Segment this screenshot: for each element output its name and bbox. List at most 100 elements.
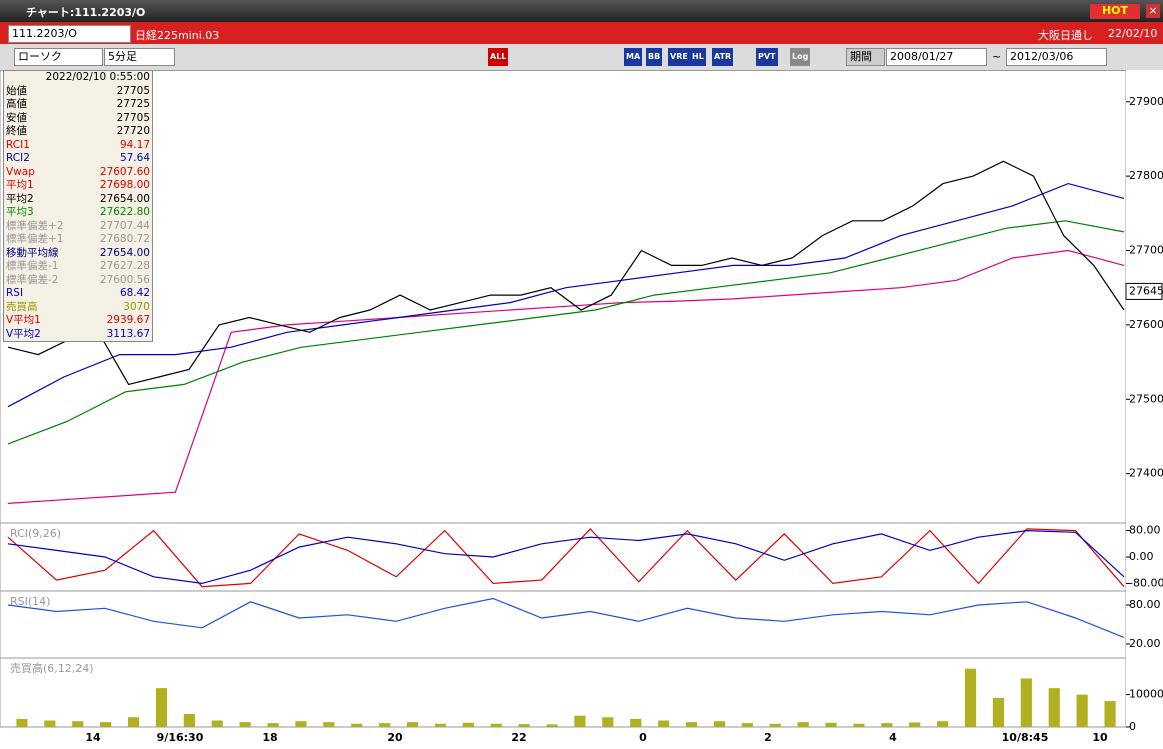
info-value: 2939.67	[106, 314, 150, 326]
tool-button[interactable]: ALL	[488, 48, 509, 66]
symbol-combo[interactable]: 111.2203/O	[8, 25, 131, 43]
hot-button[interactable]: HOT	[1090, 4, 1140, 19]
info-label: 始値	[6, 84, 27, 97]
info-row: 終値 27720	[4, 125, 152, 139]
volume-bar	[797, 722, 809, 727]
x-tick-label: 22	[511, 731, 526, 744]
from-date[interactable]: 2008/01/27	[886, 48, 987, 66]
tool-button[interactable]: ATR	[712, 48, 734, 66]
date: 22/02/10	[1108, 27, 1158, 40]
y-tick-label: 20.00	[1129, 637, 1161, 650]
info-label: 移動平均線	[6, 246, 59, 259]
info-label: V平均1	[6, 314, 41, 326]
info-row: 標準偏差-1 27627.28	[4, 260, 152, 274]
info-label: 標準偏差-1	[6, 260, 59, 272]
volume-bar	[825, 722, 837, 727]
symbol-name: 日経225mini.03	[135, 29, 220, 42]
y-tick-label: 80.00	[1129, 524, 1161, 537]
y-tick-label: 10000	[1129, 688, 1163, 701]
series-line	[7, 528, 1125, 588]
y-tick-label: 27400	[1129, 467, 1163, 480]
info-datetime: 2022/02/10 0:55:00	[45, 71, 150, 83]
info-value: 27622.80	[99, 206, 150, 218]
info-row: V平均1 2939.67	[4, 314, 152, 328]
series-line	[7, 160, 1125, 386]
volume-bar	[713, 721, 726, 727]
y-tick-label: 27500	[1129, 392, 1163, 405]
volume-bar	[964, 668, 977, 727]
info-row: RCI1 94.17	[4, 139, 152, 153]
volume-bar	[295, 721, 307, 727]
x-tick-label: 14	[85, 731, 101, 744]
info-label: 平均2	[6, 192, 34, 205]
y-tick-label: 0	[1129, 720, 1136, 733]
info-label: 標準偏差+2	[6, 219, 64, 232]
info-label: RCI1	[6, 138, 30, 151]
volume-bar	[992, 697, 1005, 727]
info-row: RSI 68.42	[4, 287, 152, 301]
tool-button[interactable]: Log	[790, 48, 811, 66]
info-row: Vwap 27607.60	[4, 166, 152, 180]
info-value: 57.64	[119, 152, 150, 164]
tool-button[interactable]: VRE	[668, 48, 690, 66]
info-panel: 2022/02/10 0:55:00 始値 27705 高値 27725 安値 27705 終…	[3, 70, 153, 342]
info-value: 27698.00	[99, 179, 150, 191]
tool-button[interactable]: PVT	[756, 48, 778, 66]
info-row: 標準偏差+1 27680.72	[4, 233, 152, 247]
info-label: 平均1	[6, 179, 34, 191]
interval-select[interactable]: 5分足	[104, 48, 175, 66]
tool-button[interactable]: BB	[646, 48, 663, 66]
info-row: 売買高 3070	[4, 301, 152, 315]
period-button[interactable]: 期間	[846, 48, 885, 66]
volume-bar	[155, 688, 168, 727]
tool-button[interactable]: MA	[624, 48, 643, 66]
info-label: RSI	[6, 287, 24, 299]
info-label: 標準偏差-2	[6, 273, 59, 286]
volume-bar	[1048, 688, 1060, 727]
volume-bar	[462, 722, 474, 727]
volume-bar	[44, 720, 56, 727]
info-row: V平均2 3113.67	[4, 328, 152, 342]
chart: 27400 27500 27600 27700 27800 27900 27645 14 9/1…	[0, 70, 1163, 749]
volume-bar	[490, 723, 502, 727]
tool-button[interactable]: HL	[690, 48, 706, 66]
info-value: 27725	[116, 98, 150, 110]
chart-type-select[interactable]: ローソク	[14, 48, 103, 66]
info-row: 平均1 27698.00	[4, 179, 152, 193]
close-button[interactable]: ×	[1146, 4, 1160, 18]
volume-bar	[546, 724, 558, 727]
volume-bar	[853, 723, 865, 727]
info-label: 標準偏差+1	[6, 233, 64, 245]
volume-bar	[658, 720, 670, 727]
info-row: 平均3 27622.80	[4, 206, 152, 220]
y-tick-label: 27700	[1129, 244, 1163, 257]
info-label: RCI2	[6, 152, 30, 164]
volume-bar	[1104, 701, 1116, 727]
x-tick-label: 9/16:30	[157, 731, 204, 744]
y-tick-label: -80.00	[1129, 576, 1163, 589]
to-date[interactable]: 2012/03/06	[1006, 48, 1107, 66]
x-tick-label: 10/8:45	[1002, 731, 1049, 744]
y-tick-label: 27900	[1129, 95, 1163, 108]
info-row: 標準偏差-2 27600.56	[4, 274, 152, 288]
market: 大阪日通し	[1038, 29, 1093, 42]
volume-bar	[351, 723, 363, 727]
volume-bar	[881, 723, 893, 727]
volume-bar	[211, 720, 223, 727]
info-value: 68.42	[119, 287, 150, 299]
volume-bar	[1076, 694, 1088, 727]
info-value: 27720	[116, 125, 150, 137]
volume-bar	[323, 722, 335, 727]
info-row: 平均2 27654.00	[4, 193, 152, 207]
y-tick-label: 80.00	[1129, 598, 1161, 611]
plot-frame	[0, 70, 1127, 728]
separator: ~	[992, 50, 1002, 63]
info-value: 27705	[116, 111, 150, 124]
x-tick-label: 18	[262, 731, 277, 744]
volume-bar	[518, 724, 530, 727]
toolbar: ローソク 5分足 期間 2008/01/27 ~ 2012/03/06	[0, 44, 1163, 71]
last-price: 27645	[1129, 284, 1163, 297]
x-tick-label: 4	[889, 731, 897, 744]
axis-bg	[1126, 70, 1163, 749]
panel-title: 売買高(6,12,24)	[10, 661, 94, 675]
